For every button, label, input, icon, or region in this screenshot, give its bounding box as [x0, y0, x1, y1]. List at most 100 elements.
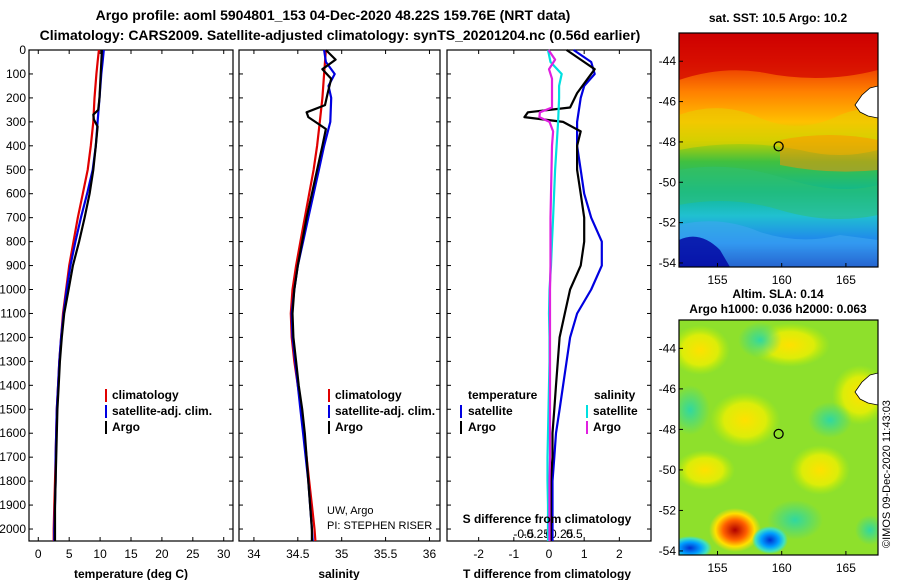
map-y-tick-label: -48	[659, 422, 677, 436]
depth-tick-label: 500	[6, 163, 26, 177]
x-tick-label: 25	[186, 547, 200, 561]
x-tick-label: 10	[93, 547, 107, 561]
sla-map-frame	[678, 319, 879, 556]
x-tick-label: 5	[66, 547, 73, 561]
map-y-tick-label: -50	[659, 463, 677, 477]
s-diff-tick-label: 0.5	[566, 527, 583, 541]
temperature-legend: climatology satellite-adj. clim. Argo	[105, 388, 212, 434]
sla-map-axes: 155 160 165 -44 -46 -48 -50 -52 -54	[659, 341, 857, 575]
x-tick-label: 30	[217, 547, 231, 561]
sla-map-subtitle: Argo h1000: 0.036 h2000: 0.063	[689, 302, 867, 316]
legend-label-t-argo: Argo	[468, 420, 496, 434]
sla-map-field	[679, 320, 878, 555]
sst-map-field	[679, 33, 878, 267]
figure-title-line1: Argo profile: aoml 5904801_153 04-Dec-20…	[96, 7, 571, 23]
depth-tick-label: 2000	[0, 522, 26, 536]
legend-label-climatology: climatology	[335, 388, 402, 402]
coastline-shape	[854, 85, 878, 119]
depth-tick-label: 1900	[0, 498, 26, 512]
depth-tick-label: 1800	[0, 474, 26, 488]
s-diff-tick-label: 0.25	[550, 527, 574, 541]
t-difference-axis-label: T difference from climatology	[463, 567, 631, 580]
legend-label-s-satellite: satellite	[593, 404, 638, 418]
depth-tick-label: 1000	[0, 283, 26, 297]
argo-float-marker	[773, 428, 784, 440]
map-y-tick-label: -48	[659, 135, 677, 149]
x-tick-label: 0	[546, 547, 553, 561]
imos-watermark: ©IMOS 09-Dec-2020 11:43:03	[881, 400, 893, 548]
depth-tick-label: 1700	[0, 450, 26, 464]
sst-map-frame	[678, 32, 879, 268]
map-x-tick-label: 165	[836, 561, 856, 575]
x-tick-label: 35	[335, 547, 349, 561]
depth-tick-label: 400	[6, 139, 26, 153]
map-y-tick-label: -50	[659, 175, 677, 189]
depth-tick-label: 0	[19, 43, 26, 57]
series-line-argo	[291, 49, 337, 541]
depth-tick-label: 800	[6, 235, 26, 249]
map-y-tick-label: -52	[659, 216, 677, 230]
salinity-plot: 34 34.5 35 35.5 36	[247, 49, 437, 561]
series-line-climatology	[52, 49, 100, 541]
x-tick-label: -1	[508, 547, 519, 561]
legend-header-salinity: salinity	[594, 388, 636, 402]
x-tick-label: 20	[155, 547, 169, 561]
depth-tick-label: 1500	[0, 402, 26, 416]
map-y-tick-label: -44	[659, 341, 677, 355]
series-line-satellite-t	[551, 49, 603, 541]
depth-tick-label: 100	[6, 67, 26, 81]
x-tick-label: 15	[124, 547, 138, 561]
map-y-tick-label: -52	[659, 503, 677, 517]
depth-tick-label: 200	[6, 91, 26, 105]
legend-label-climatology: climatology	[112, 388, 179, 402]
data-source-note: UW, Argo	[327, 505, 373, 517]
x-tick-label: 0	[35, 547, 42, 561]
sst-map-title: sat. SST: 10.5 Argo: 10.2	[709, 11, 848, 25]
salinity-legend: climatology satellite-adj. clim. Argo UW…	[327, 388, 435, 532]
legend-label-satellite-adj: satellite-adj. clim.	[112, 404, 212, 418]
legend-label-argo: Argo	[335, 420, 363, 434]
x-tick-label: 36	[423, 547, 437, 561]
s-diff-tick-label: -0.5	[513, 527, 534, 541]
series-line-satellite-adj-clim-	[290, 49, 336, 542]
temperature-axis-label: temperature (deg C)	[74, 567, 188, 580]
legend-header-temperature: temperature	[468, 388, 538, 402]
pi-note: PI: STEPHEN RISER	[327, 520, 432, 532]
depth-tick-label: 1100	[0, 306, 26, 320]
map-x-tick-label: 155	[708, 561, 728, 575]
x-tick-label: 34	[247, 547, 261, 561]
series-line-argo	[53, 49, 103, 541]
map-y-tick-label: -54	[659, 544, 677, 558]
temperature-panel-frame	[28, 49, 234, 542]
salinity-panel-frame	[238, 49, 441, 542]
map-y-tick-label: -46	[659, 382, 677, 396]
s-difference-axis-label: S difference from climatology	[463, 512, 632, 526]
argo-float-marker	[773, 141, 784, 152]
map-x-tick-label: 165	[836, 273, 856, 287]
salinity-axis-label: salinity	[318, 567, 360, 580]
depth-tick-label: 1200	[0, 330, 26, 344]
temperature-plot: 0 5 10 15 20 25 30	[35, 49, 231, 561]
depth-tick-label: 300	[6, 115, 26, 129]
map-y-tick-label: -44	[659, 54, 677, 68]
map-x-tick-label: 160	[772, 561, 792, 575]
map-x-tick-label: 160	[772, 273, 792, 287]
s-diff-tick-label: -0.25	[523, 527, 551, 541]
depth-tick-label: 1600	[0, 426, 26, 440]
sla-map-title: Altim. SLA: 0.14	[732, 287, 824, 301]
map-x-tick-label: 155	[708, 273, 728, 287]
x-tick-label: 34.5	[286, 547, 310, 561]
sst-map-axes: 155 160 165 -44 -46 -48 -50 -52 -54	[659, 54, 857, 287]
series-line-argo-t	[523, 49, 596, 541]
depth-tick-label: 900	[6, 259, 26, 273]
difference-legend: temperature salinity satellite Argo sate…	[460, 388, 638, 526]
series-line-argo-s	[538, 49, 557, 541]
map-y-tick-label: -54	[659, 256, 677, 270]
depth-tick-label: 1300	[0, 354, 26, 368]
x-tick-label: 35.5	[374, 547, 398, 561]
depth-tick-label: 700	[6, 211, 26, 225]
x-tick-label: 2	[616, 547, 623, 561]
